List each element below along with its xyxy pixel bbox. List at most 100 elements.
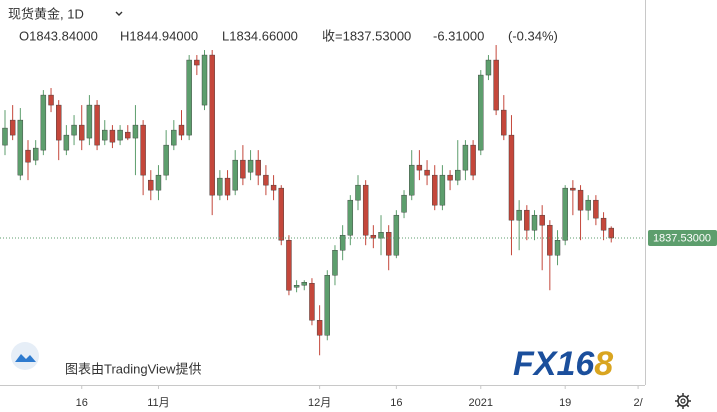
- candle-body: [424, 169, 430, 176]
- candle-body: [286, 239, 292, 291]
- candle-body: [56, 104, 62, 141]
- candle-body: [209, 54, 215, 196]
- x-tick-label: 11月: [147, 397, 169, 409]
- candle-body: [140, 124, 146, 176]
- candle-body: [570, 187, 576, 191]
- x-tick-label: 19: [559, 397, 571, 409]
- header-change-pct: (-0.34%): [508, 28, 558, 43]
- candle-body: [17, 119, 24, 176]
- candle-body: [508, 134, 515, 221]
- candle-body: [501, 109, 507, 136]
- candle-body: [117, 129, 123, 141]
- chevron[interactable]: [115, 11, 123, 16]
- candle-body: [370, 234, 377, 239]
- attribution[interactable]: 图表由TradingView提供: [65, 361, 202, 376]
- x-tick-label: 16: [76, 397, 88, 409]
- header-close: 收=1837.53000: [322, 28, 411, 43]
- candle-body: [148, 179, 154, 191]
- candle-body: [539, 214, 545, 226]
- candle-body: [40, 94, 47, 151]
- candle-body: [263, 174, 269, 186]
- candle-body: [186, 59, 192, 136]
- candle-body: [439, 174, 446, 206]
- candle-body: [163, 144, 169, 176]
- candle-body: [485, 59, 492, 76]
- candle-body: [478, 74, 484, 151]
- logo: FX168: [513, 345, 613, 383]
- x-tick-label: 2021: [469, 397, 493, 409]
- header-high: H1844.94000: [120, 28, 198, 43]
- candle-body: [71, 124, 77, 136]
- header-open: O1843.84000: [19, 28, 98, 43]
- candle-body: [155, 174, 162, 191]
- symbol[interactable]: 现货黄金, 1D: [8, 6, 84, 21]
- candle-body: [385, 232, 392, 256]
- candle-body: [9, 119, 16, 136]
- x-tick-label: 12月: [308, 397, 331, 409]
- candle-body: [447, 174, 453, 181]
- candle-body: [393, 214, 400, 256]
- candle-body: [194, 59, 200, 66]
- candle-body: [585, 199, 591, 211]
- candle-body: [301, 282, 307, 286]
- candle-body: [416, 164, 423, 171]
- candle-body: [240, 159, 246, 179]
- candle-body: [247, 159, 254, 173]
- candle-body: [125, 131, 131, 139]
- plot: 16 11月 12月 16 2021 19 2/1837.53000: [0, 45, 717, 409]
- candle-body: [355, 184, 361, 201]
- candle-body: [455, 169, 461, 181]
- candle-body: [278, 187, 284, 241]
- candle-body: [309, 282, 315, 321]
- candle-body: [178, 124, 185, 136]
- candle-body: [32, 147, 39, 161]
- candle-body: [109, 129, 116, 143]
- candle-body: [86, 104, 93, 139]
- candle-body: [316, 320, 323, 336]
- candle-body: [232, 159, 238, 191]
- candle-body: [470, 144, 476, 176]
- candle-body: [217, 177, 223, 196]
- candle-body: [25, 149, 31, 163]
- x-tick-label: 16: [390, 397, 402, 409]
- logo-prefix: FX16: [513, 345, 595, 383]
- header-change: -6.31000: [433, 28, 484, 43]
- last-price-tag: [648, 229, 717, 246]
- candle-body: [339, 234, 346, 251]
- candle-body: [171, 129, 177, 146]
- candle-body: [577, 189, 584, 211]
- candle-body: [409, 164, 415, 196]
- candle-body: [79, 124, 85, 141]
- candle-body: [524, 209, 530, 231]
- candle-body: [600, 217, 607, 231]
- candle-body: [554, 239, 561, 256]
- candle-body: [378, 232, 384, 239]
- settings-icon[interactable]: [675, 393, 691, 409]
- candle-body: [608, 227, 614, 239]
- candle-body: [293, 285, 300, 288]
- candle-body: [255, 159, 261, 176]
- candle-body: [201, 54, 208, 106]
- candle-body: [432, 174, 438, 206]
- candle-body: [94, 104, 100, 146]
- candle-body: [547, 224, 553, 256]
- candle-body: [531, 214, 538, 231]
- candle-body: [347, 199, 354, 236]
- candle-body: [324, 275, 330, 336]
- candle-body: [102, 129, 108, 141]
- candle-body: [593, 199, 599, 219]
- candle-body: [224, 177, 231, 196]
- candle-body: [493, 59, 499, 111]
- candle-body: [562, 187, 568, 241]
- tv-logo[interactable]: [11, 342, 39, 370]
- candle-body: [401, 194, 407, 213]
- candle-body: [63, 134, 70, 151]
- candle-body: [2, 127, 8, 146]
- tv-logo-mark: [15, 354, 36, 362]
- candle-body: [516, 209, 522, 221]
- logo-suffix: 8: [594, 345, 613, 383]
- candle-body: [332, 250, 338, 276]
- x-tick-label: 2/: [633, 397, 643, 409]
